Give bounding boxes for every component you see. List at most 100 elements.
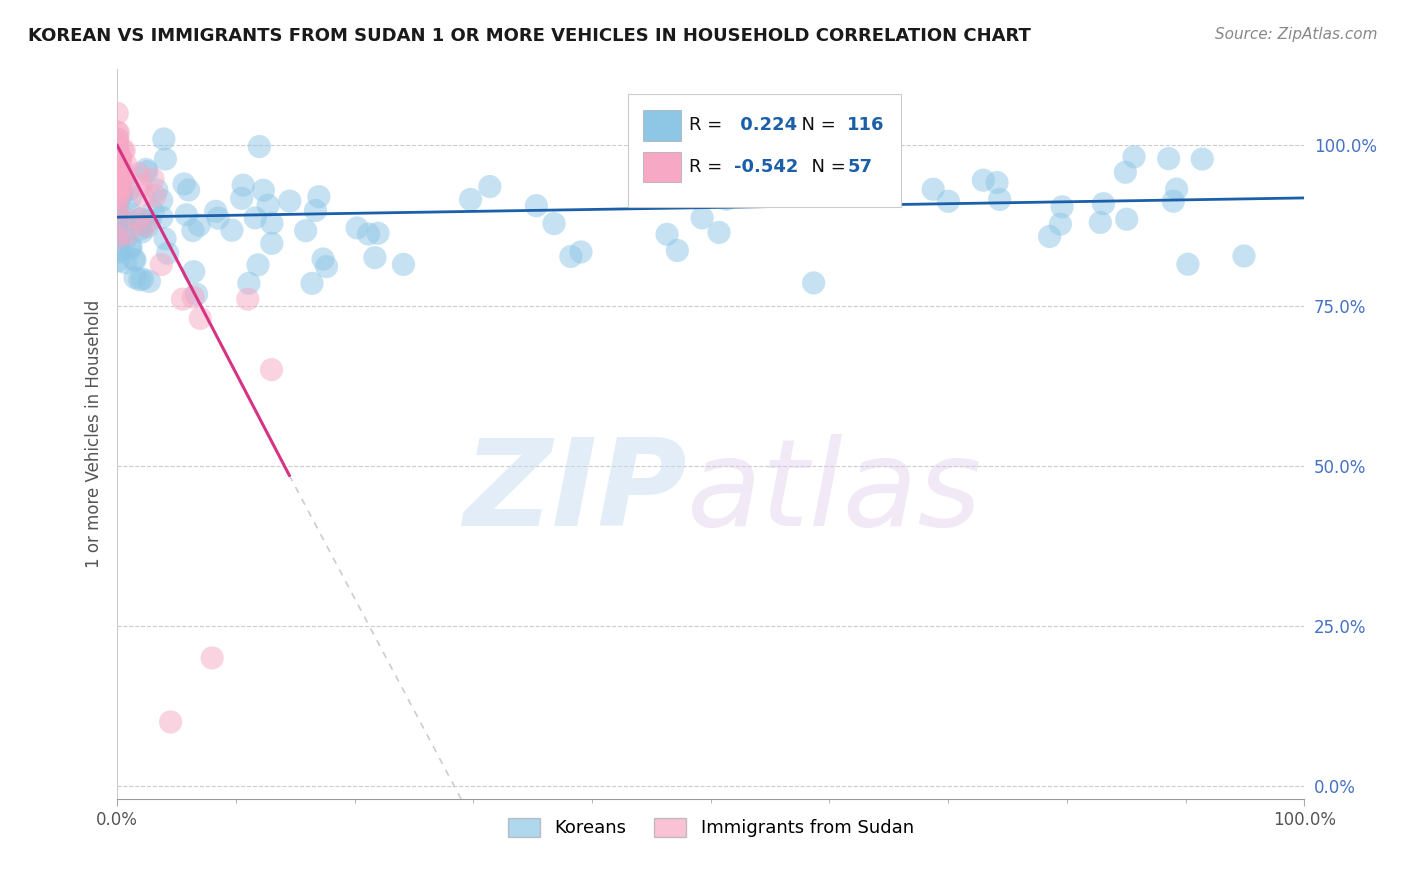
Point — [156, 246, 179, 260]
Point — [105, 217, 128, 231]
Point — [207, 211, 229, 226]
Point — [107, 153, 129, 168]
Point — [128, 211, 150, 226]
Point — [107, 132, 129, 146]
Point — [135, 164, 157, 178]
Point — [524, 199, 547, 213]
Point — [1166, 182, 1188, 196]
Point — [111, 187, 134, 202]
Point — [112, 144, 135, 158]
Point — [110, 175, 132, 189]
Point — [105, 174, 128, 188]
Point — [110, 182, 132, 196]
Point — [569, 244, 592, 259]
Point — [245, 211, 267, 225]
Point — [129, 178, 152, 193]
Point — [688, 185, 710, 199]
Point — [172, 292, 194, 306]
Point — [155, 152, 177, 166]
Point — [117, 227, 139, 241]
Point — [105, 145, 128, 159]
Point — [105, 194, 128, 209]
Point — [1161, 194, 1184, 209]
Point — [181, 290, 204, 304]
Point — [312, 252, 335, 266]
Point — [204, 204, 226, 219]
Point — [105, 170, 128, 185]
Point — [105, 185, 128, 199]
Point — [110, 188, 132, 202]
Point — [278, 194, 301, 208]
Point — [132, 188, 155, 202]
Point — [114, 255, 136, 269]
Point — [107, 202, 129, 216]
Point — [294, 224, 316, 238]
Point — [105, 198, 128, 212]
Point — [183, 265, 205, 279]
Point — [105, 245, 128, 260]
Point — [173, 177, 195, 191]
Point — [174, 208, 197, 222]
Point — [1039, 229, 1062, 244]
Point — [231, 191, 253, 205]
FancyBboxPatch shape — [627, 94, 901, 207]
Point — [972, 173, 994, 187]
Point — [138, 274, 160, 288]
Point — [124, 252, 146, 267]
Point — [177, 183, 200, 197]
Point — [150, 211, 173, 225]
Point — [107, 254, 129, 268]
Point — [131, 272, 153, 286]
Point — [135, 162, 157, 177]
Point — [110, 182, 132, 196]
Point — [105, 106, 128, 120]
Point — [107, 229, 129, 244]
Point — [107, 159, 129, 173]
Point — [136, 219, 159, 234]
Point — [134, 219, 156, 233]
Text: R =: R = — [689, 117, 728, 135]
Point — [120, 241, 142, 255]
Point — [108, 169, 131, 184]
Point — [120, 239, 142, 253]
Point — [364, 251, 387, 265]
Point — [247, 139, 270, 153]
Point — [105, 172, 128, 186]
Point — [690, 211, 713, 225]
Point — [252, 183, 274, 197]
Point — [128, 273, 150, 287]
Point — [724, 132, 747, 146]
Point — [142, 172, 165, 186]
Point — [107, 206, 129, 220]
Text: R =: R = — [689, 158, 728, 176]
Point — [108, 147, 131, 161]
Point — [986, 176, 1008, 190]
Point — [107, 219, 129, 233]
Point — [105, 155, 128, 169]
Point — [478, 179, 501, 194]
Point — [1090, 215, 1112, 229]
Point — [105, 146, 128, 161]
Text: 116: 116 — [848, 117, 884, 135]
Point — [159, 714, 181, 729]
Text: KOREAN VS IMMIGRANTS FROM SUDAN 1 OR MORE VEHICLES IN HOUSEHOLD CORRELATION CHAR: KOREAN VS IMMIGRANTS FROM SUDAN 1 OR MOR… — [28, 27, 1031, 45]
Point — [201, 651, 224, 665]
Point — [142, 204, 165, 219]
Point — [188, 218, 211, 232]
Point — [124, 270, 146, 285]
Point — [938, 194, 960, 209]
Point — [922, 182, 945, 196]
Point — [543, 217, 565, 231]
Point — [150, 258, 173, 272]
Point — [803, 276, 825, 290]
Legend: Koreans, Immigrants from Sudan: Koreans, Immigrants from Sudan — [501, 811, 921, 845]
Point — [129, 217, 152, 231]
Point — [108, 157, 131, 171]
Text: 0.224: 0.224 — [734, 117, 797, 135]
Point — [863, 180, 886, 194]
Point — [108, 211, 131, 226]
Point — [150, 194, 173, 208]
Point — [105, 153, 128, 168]
Point — [105, 186, 128, 200]
FancyBboxPatch shape — [643, 152, 681, 183]
